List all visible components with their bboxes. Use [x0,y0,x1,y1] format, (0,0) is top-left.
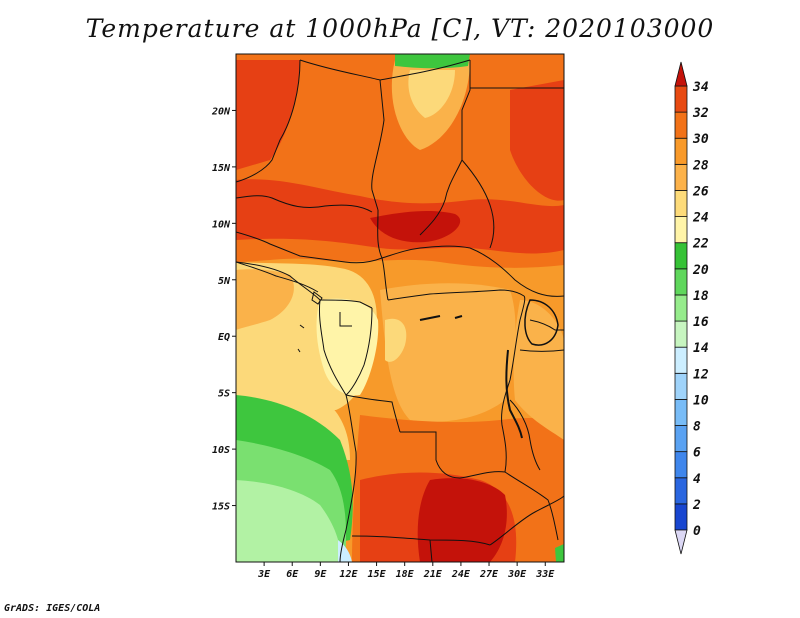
colorbar-swatch [674,503,688,531]
colorbar-label: 0 [693,524,701,539]
colorbar-label: 10 [693,393,709,408]
colorbar-label: 4 [693,472,701,487]
colorbar-label: 28 [692,158,709,173]
lon-tick-label: 33E [535,569,555,580]
longitude-axis: 3E 6E 9E 12E 15E 18E 21E 24E 27E 30E 33E [257,562,555,580]
grads-footer: GrADS: IGES/COLA [4,603,101,614]
coast-warm-band [236,269,294,330]
country-borders [236,59,564,562]
colorbar-label: 32 [692,106,709,121]
colorbar-swatch [674,111,688,139]
plot-frame [235,53,565,563]
east-hot-zone [510,80,564,201]
colorbar-swatch [674,85,688,113]
lat-tick-label: 10N [212,219,231,230]
colorbar-label: 6 [693,446,701,461]
colorbar-swatch [674,268,688,296]
lon-tick-label: 21E [423,569,443,580]
colorbar-label: 22 [692,237,709,252]
colorbar-label: 8 [693,420,701,435]
colorbar-label: 14 [693,341,709,356]
lat-tick-label: 5S [218,389,230,400]
lat-tick-label: 10S [212,445,230,456]
lon-tick-label: 12E [339,569,358,580]
south-cool-tip [338,540,352,562]
colorbar-swatch [674,216,688,244]
colorbar-label: 26 [692,184,709,199]
colorbar-label: 18 [693,289,709,304]
colorbar-swatch [674,242,688,270]
colorbar-swatch [674,451,688,479]
colorbar-swatch [674,477,688,505]
colorbar-over-triangle [674,61,688,87]
colorbar-swatch [674,372,688,400]
colorbar-swatch [674,294,688,322]
lat-tick-label: 15N [212,163,231,174]
lon-tick-label: 15E [368,569,387,580]
south-green-16-18 [236,480,341,562]
lon-tick-label: 27E [479,569,499,580]
coastline-detail [236,261,323,353]
lon-tick-label: 24E [451,569,471,580]
lon-tick-label: 18E [396,569,415,580]
congo-basin-warm [380,283,516,422]
colorbar-swatch [674,346,688,374]
north-cool-patch [395,54,470,69]
colorbar-swatch [674,163,688,191]
lakes [419,299,559,439]
colorbar-label: 34 [692,80,709,95]
lat-tick-label: 20N [211,106,231,117]
colorbar-swatch [674,425,688,453]
south-very-hot [417,478,507,562]
map-title: Temperature at 1000hPa [C], VT: 20201030… [85,14,715,43]
lat-tick-label: EQ [218,332,230,343]
latitude-axis: 20N 15N 10N 5N EQ 5S 10S 15S [211,106,236,513]
sahel-core [370,211,461,243]
north-mild-patch [408,70,455,118]
temperature-field [236,54,564,562]
lon-tick-label: 30E [507,569,527,580]
lon-tick-label: 9E [314,569,327,580]
lon-tick-label: 6E [286,569,299,580]
congo-basin-mild [385,318,407,362]
lat-tick-label: 15S [212,502,230,513]
colorbar-swatch [674,320,688,348]
lat-tick-label: 5N [218,276,231,287]
lon-tick-label: 3E [257,569,271,580]
colorbar-swatch [674,399,688,426]
se-green-speck [555,544,564,562]
colorbar-swatch [674,190,688,217]
gabon-mild [316,298,379,396]
colorbar-label: 2 [692,498,701,513]
colorbar-label: 24 [692,211,709,226]
colorbar-label: 20 [692,263,709,278]
colorbar-swatch [674,137,688,165]
colorbar-label: 16 [693,315,709,330]
colorbar-under-triangle [674,529,688,555]
nw-hot-zone [236,60,300,170]
colorbar-label: 30 [692,132,709,147]
colorbar-label: 12 [693,367,709,382]
